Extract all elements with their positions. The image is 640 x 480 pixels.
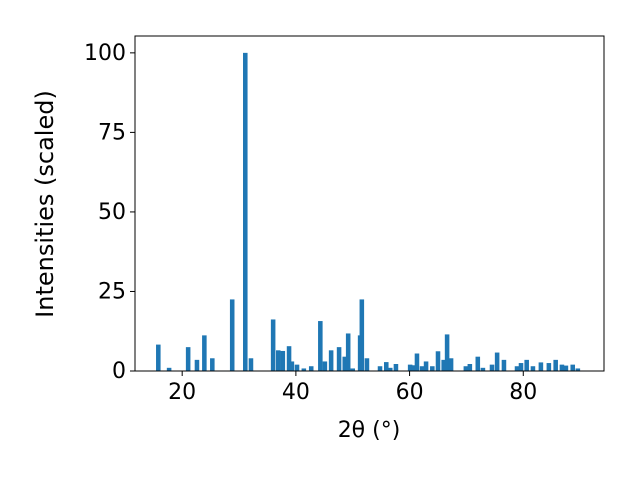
bar — [336, 347, 342, 371]
y-tick-label: 50 — [98, 200, 126, 225]
bar — [518, 363, 524, 371]
y-axis-label: Intensities (scaled) — [31, 90, 59, 318]
bar — [463, 366, 469, 371]
bar — [501, 359, 507, 371]
bar — [294, 364, 300, 371]
bar — [524, 359, 529, 371]
bar — [530, 366, 536, 371]
bar — [538, 362, 544, 371]
bar — [185, 347, 191, 371]
bar — [202, 335, 207, 371]
bar — [229, 299, 235, 371]
bar — [411, 365, 417, 371]
x-tick-label: 20 — [168, 380, 196, 405]
bar — [156, 344, 161, 371]
bar — [559, 364, 565, 371]
y-tick-label: 75 — [98, 120, 126, 145]
bar — [423, 361, 429, 371]
bar — [383, 362, 389, 371]
bar — [318, 321, 323, 371]
bar — [441, 359, 446, 371]
bar — [407, 364, 413, 371]
bar — [480, 367, 486, 371]
bar — [419, 366, 425, 371]
bar — [166, 367, 172, 371]
bar — [270, 319, 276, 371]
bar — [553, 359, 558, 371]
bar — [575, 368, 581, 371]
bar — [435, 351, 441, 371]
bar — [280, 350, 286, 371]
bar — [328, 350, 334, 371]
bar — [243, 52, 248, 371]
bar — [546, 363, 552, 371]
plot-frame — [134, 35, 605, 372]
bar — [194, 359, 200, 371]
bar — [301, 368, 307, 371]
bar — [308, 366, 314, 371]
bar — [364, 358, 370, 371]
bar — [430, 366, 435, 371]
bar — [275, 350, 281, 371]
bar — [210, 358, 215, 371]
bar — [494, 352, 500, 371]
bar — [563, 365, 569, 371]
x-tick-label: 80 — [509, 380, 537, 405]
bar — [414, 353, 420, 371]
bar — [444, 334, 450, 371]
y-tick-label: 100 — [84, 41, 126, 66]
bar — [467, 364, 473, 371]
bar — [286, 346, 292, 371]
bar — [489, 364, 495, 371]
bar — [377, 366, 383, 371]
bar — [248, 358, 254, 371]
y-tick-label: 0 — [112, 359, 126, 384]
bar — [342, 356, 348, 371]
bar — [345, 333, 351, 371]
x-tick-label: 60 — [396, 380, 424, 405]
bar — [570, 364, 576, 371]
bar — [514, 366, 520, 371]
bar — [350, 368, 356, 371]
bar — [393, 364, 399, 371]
bar — [359, 299, 365, 371]
y-tick-label: 25 — [98, 279, 126, 304]
bar — [448, 358, 454, 371]
x-axis-label: 2θ (°) — [338, 418, 401, 443]
bar — [475, 356, 481, 371]
bar — [289, 361, 295, 371]
bar — [322, 361, 328, 371]
x-tick-label: 40 — [282, 380, 310, 405]
bar — [387, 367, 393, 371]
